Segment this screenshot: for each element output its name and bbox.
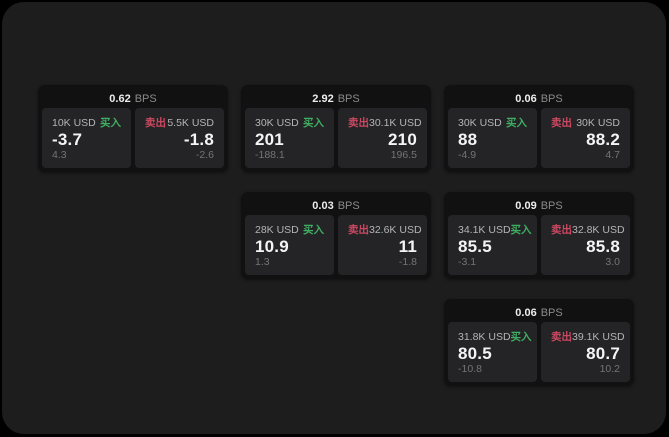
sell-price: 80.7 <box>586 344 620 363</box>
buy-price: 80.5 <box>458 344 492 363</box>
card-header: 2.92 BPS <box>245 89 427 108</box>
buy-amount: 31.8K USD <box>458 330 511 343</box>
quote-card: 0.09 BPS 34.1K USD 买入 85.5 -3.1 卖出 32.8K… <box>444 192 634 279</box>
buy-delta: -4.9 <box>458 149 477 161</box>
bps-value: 0.06 <box>515 306 537 319</box>
sell-quote-tile[interactable]: 卖出 30K USD 88.2 4.7 <box>541 108 630 168</box>
quote-card-grid: 0.62 BPS 10K USD 买入 -3.7 4.3 卖出 5.5K USD… <box>38 85 634 386</box>
buy-amount: 10K USD <box>52 116 96 129</box>
buy-amount: 34.1K USD <box>458 223 511 236</box>
card-header: 0.06 BPS <box>448 89 630 108</box>
sell-amount: 5.5K USD <box>167 116 214 129</box>
buy-amount: 30K USD <box>458 116 502 129</box>
card-header: 0.62 BPS <box>42 89 224 108</box>
sell-delta: 3.0 <box>605 256 620 268</box>
buy-side-label: 买入 <box>100 117 121 129</box>
sell-amount: 30.1K USD <box>369 116 422 129</box>
sell-delta: 4.7 <box>605 149 620 161</box>
buy-price: 88 <box>458 130 478 149</box>
card-header: 0.03 BPS <box>245 196 427 215</box>
sell-side-label: 卖出 <box>551 331 572 343</box>
sell-amount: 32.6K USD <box>369 223 422 236</box>
bps-unit-label: BPS <box>540 306 563 319</box>
bps-unit-label: BPS <box>134 92 157 105</box>
quote-card: 0.06 BPS 31.8K USD 买入 80.5 -10.8 卖出 39.1… <box>444 299 634 386</box>
bps-unit-label: BPS <box>337 199 360 212</box>
buy-quote-tile[interactable]: 28K USD 买入 10.9 1.3 <box>245 215 334 275</box>
bps-value: 0.06 <box>515 92 537 105</box>
sell-amount: 32.8K USD <box>572 223 625 236</box>
sell-quote-tile[interactable]: 卖出 32.8K USD 85.8 3.0 <box>541 215 630 275</box>
buy-price: 10.9 <box>255 237 289 256</box>
card-header: 0.09 BPS <box>448 196 630 215</box>
bps-value: 2.92 <box>312 92 334 105</box>
buy-quote-tile[interactable]: 30K USD 买入 201 -188.1 <box>245 108 334 168</box>
sell-price: -1.8 <box>183 130 214 149</box>
buy-side-label: 买入 <box>303 117 324 129</box>
sell-delta: 196.5 <box>390 149 417 161</box>
card-header: 0.06 BPS <box>448 303 630 322</box>
sell-side-label: 卖出 <box>551 224 572 236</box>
buy-delta: 4.3 <box>52 149 67 161</box>
sell-price: 85.8 <box>586 237 620 256</box>
buy-price: 201 <box>255 130 284 149</box>
buy-amount: 30K USD <box>255 116 299 129</box>
buy-delta: 1.3 <box>255 256 270 268</box>
sell-quote-tile[interactable]: 卖出 39.1K USD 80.7 10.2 <box>541 322 630 382</box>
bps-value: 0.03 <box>312 199 334 212</box>
buy-price: 85.5 <box>458 237 492 256</box>
buy-amount: 28K USD <box>255 223 299 236</box>
buy-price: -3.7 <box>52 130 83 149</box>
sell-delta: -2.6 <box>195 149 214 161</box>
bps-value: 0.09 <box>515 199 537 212</box>
sell-quote-tile[interactable]: 卖出 5.5K USD -1.8 -2.6 <box>135 108 224 168</box>
buy-quote-tile[interactable]: 30K USD 买入 88 -4.9 <box>448 108 537 168</box>
buy-delta: -3.1 <box>458 256 477 268</box>
buy-side-label: 买入 <box>510 224 532 236</box>
bps-unit-label: BPS <box>337 92 360 105</box>
bps-unit-label: BPS <box>540 92 563 105</box>
sell-delta: 10.2 <box>599 363 620 375</box>
bps-unit-label: BPS <box>540 199 563 212</box>
sell-price: 88.2 <box>586 130 620 149</box>
sell-side-label: 卖出 <box>551 117 572 129</box>
quote-card: 0.62 BPS 10K USD 买入 -3.7 4.3 卖出 5.5K USD… <box>38 85 228 172</box>
sell-delta: -1.8 <box>398 256 417 268</box>
sell-quote-tile[interactable]: 卖出 32.6K USD 11 -1.8 <box>338 215 427 275</box>
bps-value: 0.62 <box>109 92 131 105</box>
sell-quote-tile[interactable]: 卖出 30.1K USD 210 196.5 <box>338 108 427 168</box>
buy-delta: -10.8 <box>458 363 482 375</box>
buy-quote-tile[interactable]: 34.1K USD 买入 85.5 -3.1 <box>448 215 537 275</box>
sell-amount: 30K USD <box>576 116 620 129</box>
quote-card: 0.06 BPS 30K USD 买入 88 -4.9 卖出 30K USD 8… <box>444 85 634 172</box>
sell-side-label: 卖出 <box>348 224 369 236</box>
sell-amount: 39.1K USD <box>572 330 625 343</box>
sell-side-label: 卖出 <box>348 117 369 129</box>
sell-side-label: 卖出 <box>145 117 166 129</box>
sell-price: 11 <box>398 237 417 256</box>
quote-card: 0.03 BPS 28K USD 买入 10.9 1.3 卖出 32.6K US… <box>241 192 431 279</box>
quote-card: 2.92 BPS 30K USD 买入 201 -188.1 卖出 30.1K … <box>241 85 431 172</box>
buy-quote-tile[interactable]: 10K USD 买入 -3.7 4.3 <box>42 108 131 168</box>
sell-price: 210 <box>388 130 417 149</box>
buy-side-label: 买入 <box>510 331 532 343</box>
buy-side-label: 买入 <box>506 117 527 129</box>
buy-side-label: 买入 <box>303 224 324 236</box>
buy-quote-tile[interactable]: 31.8K USD 买入 80.5 -10.8 <box>448 322 537 382</box>
buy-delta: -188.1 <box>255 149 285 161</box>
